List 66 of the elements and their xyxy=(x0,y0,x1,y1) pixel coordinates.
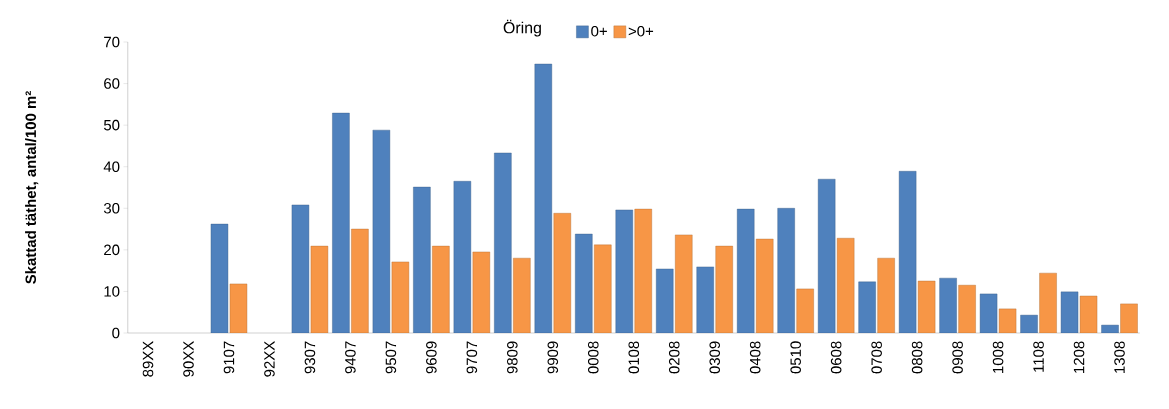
x-tick-label: 0510 xyxy=(790,341,801,374)
legend-label: >0+ xyxy=(628,25,654,37)
x-tick-label: 1008 xyxy=(992,341,1004,373)
bar xyxy=(777,208,795,333)
y-tick-label: 70 xyxy=(104,36,120,48)
bar xyxy=(494,152,512,333)
x-tick-label: 0608 xyxy=(830,341,842,374)
bar xyxy=(858,281,876,333)
x-tick-label: 9307 xyxy=(304,341,316,374)
bar xyxy=(737,208,755,333)
x-tick-label: 9707 xyxy=(466,341,478,374)
bar xyxy=(615,209,633,333)
bar xyxy=(472,251,491,333)
bar xyxy=(453,181,472,333)
bar xyxy=(715,245,733,333)
y-tick-label: 10 xyxy=(104,286,120,297)
bar xyxy=(675,234,693,333)
x-tick-label: 0309 xyxy=(709,341,721,374)
x-tick-label: 1208 xyxy=(1073,341,1085,373)
y-tick-label: 40 xyxy=(103,161,120,172)
x-tick-label: 89XX xyxy=(142,341,154,377)
x-tick-label: 0108 xyxy=(628,341,640,374)
x-tick-label: 9507 xyxy=(385,341,397,374)
x-tick-label: 92XX xyxy=(264,341,275,377)
bar xyxy=(413,186,431,333)
y-tick-label: 60 xyxy=(104,78,120,89)
x-tick-label: 1108 xyxy=(1033,341,1044,372)
bar xyxy=(553,213,571,333)
bar xyxy=(513,257,531,333)
y-tick-label: 20 xyxy=(104,244,120,256)
bar xyxy=(656,268,674,333)
x-tick-label: 90XX xyxy=(183,341,194,377)
bar xyxy=(836,238,855,333)
legend-label: 0+ xyxy=(591,25,607,37)
y-tick-label: 50 xyxy=(103,119,120,131)
bar xyxy=(351,228,369,333)
x-tick-label: 9909 xyxy=(547,341,559,374)
x-tick-label: 0208 xyxy=(668,341,680,374)
bar xyxy=(817,178,836,333)
y-tick-label: 0 xyxy=(112,327,120,339)
x-tick-label: 0008 xyxy=(587,341,599,374)
bar xyxy=(877,257,895,333)
bar xyxy=(332,112,350,333)
chart-title: Öring xyxy=(503,19,541,37)
bar xyxy=(939,277,957,333)
bar xyxy=(594,244,612,333)
bar xyxy=(575,233,593,333)
x-tick-label: 0408 xyxy=(749,341,761,374)
bar xyxy=(796,288,814,333)
x-tick-label: 9107 xyxy=(223,341,235,374)
bar xyxy=(756,238,774,333)
bar xyxy=(432,245,450,333)
x-tick-label: 9809 xyxy=(507,341,518,374)
x-tick-label: 0908 xyxy=(952,341,963,374)
x-tick-label: 9407 xyxy=(345,341,356,374)
bar xyxy=(634,208,652,333)
x-tick-label: 0808 xyxy=(911,341,923,374)
bar xyxy=(958,284,976,333)
bar xyxy=(1039,272,1057,333)
x-tick-label: 9609 xyxy=(426,341,437,374)
x-tick-label: 1308 xyxy=(1114,341,1125,373)
x-tick-label: 0708 xyxy=(871,341,882,374)
y-tick-label: 30 xyxy=(103,202,120,214)
bar xyxy=(534,63,553,333)
y-axis-title: Skattad täthet, antal/100 m² xyxy=(25,91,39,284)
bar xyxy=(696,266,714,333)
